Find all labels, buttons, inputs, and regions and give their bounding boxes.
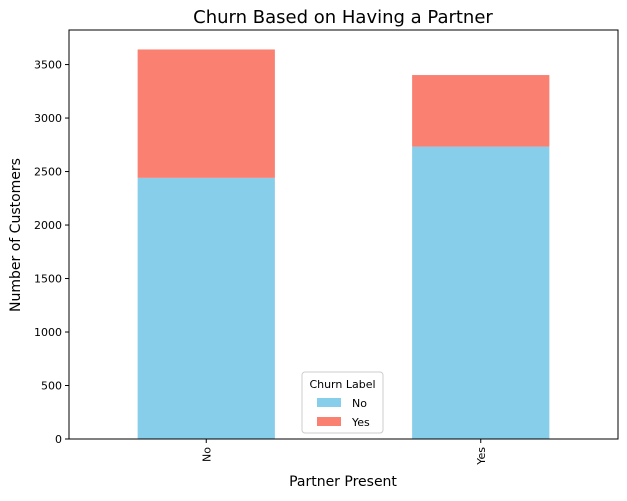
legend: Churn Label No Yes <box>301 371 384 434</box>
y-tick-label: 1500 <box>34 273 62 286</box>
legend-swatch <box>317 398 341 407</box>
y-tick-label: 3500 <box>34 59 62 72</box>
x-axis-label: Partner Present <box>289 474 397 490</box>
bar-no-series-1 <box>137 49 275 178</box>
legend-label: No <box>352 397 367 410</box>
x-tick-label: Yes <box>475 447 488 466</box>
legend-swatch <box>317 417 341 426</box>
legend-title: Churn Label <box>309 378 375 391</box>
plot-frame <box>68 29 619 440</box>
legend-label: Yes <box>351 416 370 429</box>
y-tick-label: 2500 <box>34 166 62 179</box>
x-tick-label: No <box>200 447 213 462</box>
y-axis-label: Number of Customers <box>8 158 24 312</box>
axes-layer: 0 500 1000 1500 2000 2500 3000 3500 No Yes <box>34 29 619 466</box>
chart-title: Churn Based on Having a Partner <box>193 7 493 28</box>
y-tick-label: 2000 <box>34 219 62 232</box>
y-tick-label: 500 <box>41 380 62 393</box>
bar-yes-series-1 <box>412 75 550 147</box>
y-tick-label: 3000 <box>34 112 62 125</box>
bars-layer <box>137 49 550 440</box>
bar-no-series-0 <box>137 177 275 440</box>
y-tick-label: 0 <box>55 433 62 446</box>
y-tick-label: 1000 <box>34 326 62 339</box>
bar-yes-series-0 <box>412 146 550 439</box>
